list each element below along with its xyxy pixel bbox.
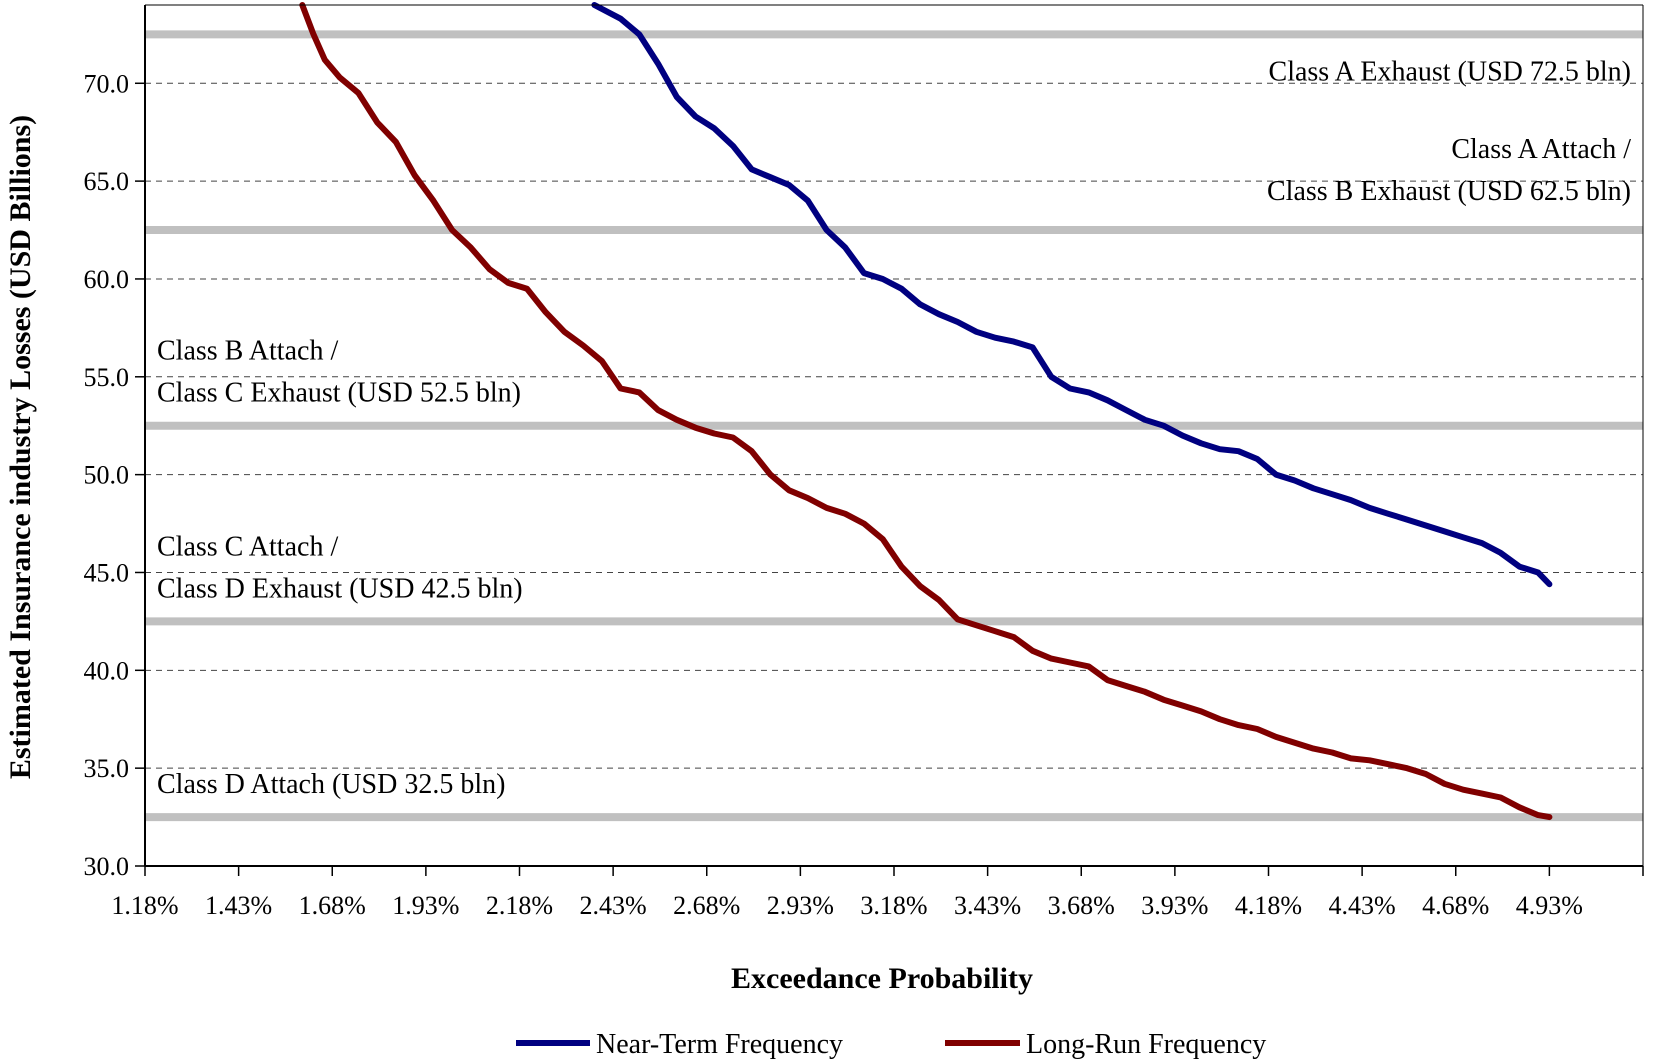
y-tick-label: 40.0 [84,656,130,685]
threshold-label: Class B Attach / [157,336,338,367]
legend: Near-Term Frequency Long-Run Frequency [516,1029,1266,1059]
series-lines [299,2,1553,821]
x-tick-label: 1.93% [392,891,459,920]
x-tick-label: 1.43% [205,891,272,920]
x-tick-label: 1.68% [299,891,366,920]
axes: 30.0 35.0 40.0 45.0 50.0 55.0 60.0 65.0 70.0 1.18… [84,4,1644,920]
threshold-label: Class D Exhaust (USD 42.5 bln) [157,573,523,604]
x-tick-label: 4.93% [1516,891,1583,920]
threshold-label: Class C Exhaust (USD 52.5 bln) [157,378,521,409]
y-tick-label: 45.0 [84,558,130,587]
y-tick-label: 65.0 [84,167,130,196]
threshold-label: Class C Attach / [157,531,338,562]
x-tick-label: 1.18% [111,891,178,920]
threshold-label: Class B Exhaust (USD 62.5 bln) [1267,176,1631,207]
y-tick-label: 30.0 [84,852,130,881]
x-tick-label: 3.68% [1048,891,1115,920]
series-long-run-line [299,2,1553,821]
x-tick-label: 2.93% [767,891,834,920]
x-tick-label: 2.68% [673,891,740,920]
x-tick-label: 4.18% [1235,891,1302,920]
y-tick-label: 35.0 [84,754,130,783]
y-gridlines [145,82,1643,769]
y-tick-label: 55.0 [84,363,130,392]
y-tick-label: 60.0 [84,265,130,294]
y-tick-label: 50.0 [84,461,130,490]
x-tick-label: 3.93% [1141,891,1208,920]
threshold-label: Class D Attach (USD 32.5 bln) [157,769,505,800]
x-tick-label: 4.68% [1422,891,1489,920]
x-tick-label: 4.43% [1329,891,1396,920]
threshold-lines [145,30,1643,822]
threshold-labels: Class A Exhaust (USD 72.5 bln) Class A At… [157,56,1631,800]
x-axis-title: Exceedance Probability [731,962,1033,995]
x-tick-label: 2.43% [580,891,647,920]
x-tick-label: 2.18% [486,891,553,920]
legend-label-near-term: Near-Term Frequency [596,1029,843,1059]
threshold-label: Class A Exhaust (USD 72.5 bln) [1269,56,1631,87]
x-tick-label: 3.43% [954,891,1021,920]
y-tick-label: 70.0 [84,69,130,98]
threshold-label: Class A Attach / [1451,134,1631,165]
legend-label-long-run: Long-Run Frequency [1026,1029,1266,1059]
x-tick-label: 3.18% [860,891,927,920]
series-near-term-line [591,2,1553,588]
y-axis-title: Estimated Insurance industry Losses (USD… [4,115,37,779]
